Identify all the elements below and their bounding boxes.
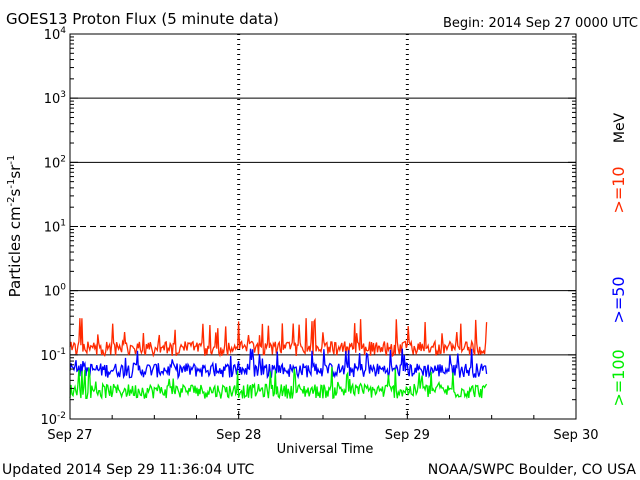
y-tick-label: 103 [44,90,66,107]
x-axis-ticks: Sep 27 Sep 28 Sep 29 Sep 30 [47,411,599,443]
series-line-ge10 [69,317,488,358]
x-tick-label: Sep 30 [553,428,598,443]
x-tick-label: Sep 29 [385,428,430,443]
legend-entry: >=100 [609,349,628,406]
y-tick-label: 104 [44,26,67,43]
y-tick-label: 101 [44,219,66,236]
x-tick-label: Sep 28 [216,428,261,443]
plot-grid [70,34,576,419]
y-axis-label: Particles cm-2s-1sr-1 [6,155,24,298]
y-tick-label: 100 [44,283,67,300]
y-tick-label: 10-2 [40,411,66,428]
y-axis-ticks: 10-2 10-1 100 101 102 103 104 [40,26,576,428]
series-line-ge50 [69,348,488,381]
legend: MeV >=10 >=50 >=100 [609,112,628,406]
chart-title: GOES13 Proton Flux (5 minute data) [6,10,279,28]
begin-time-label: Begin: 2014 Sep 27 0000 UTC [443,16,638,31]
updated-timestamp: Updated 2014 Sep 29 11:36:04 UTC [2,462,255,478]
x-tick-label: Sep 27 [47,428,92,443]
series-layer [69,317,488,400]
credit-label: NOAA/SWPC Boulder, CO USA [428,462,637,478]
legend-entry: >=50 [609,276,628,323]
y-label-text: Particles cm [6,206,24,297]
legend-entry: >=10 [609,166,628,213]
series-line-ge100 [69,366,488,400]
y-tick-label: 10-1 [40,347,66,364]
y-tick-label: 102 [44,154,66,171]
x-axis-label: Universal Time [277,442,374,457]
legend-unit: MeV [612,112,628,143]
